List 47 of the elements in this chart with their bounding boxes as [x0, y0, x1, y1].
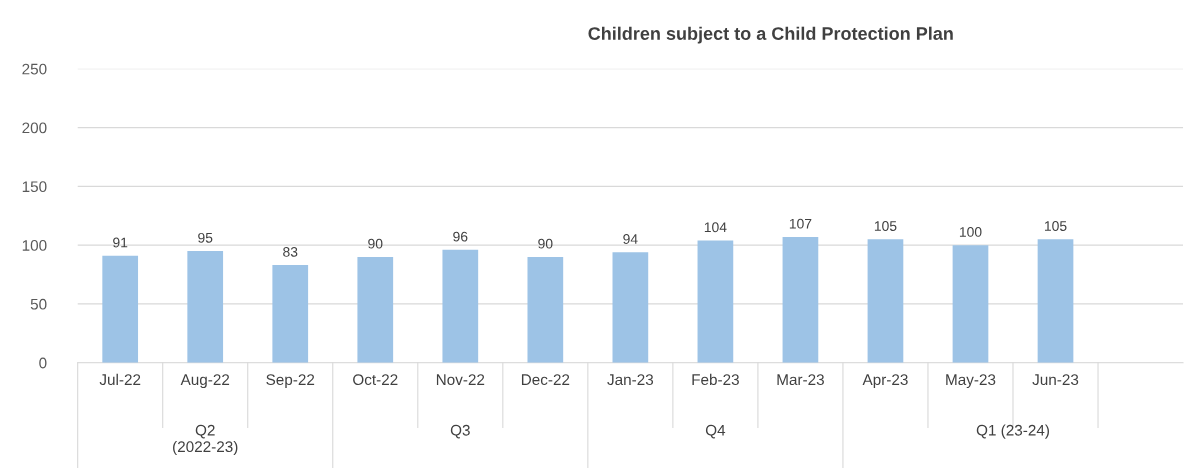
x-tick-label: Aug-22	[180, 374, 230, 389]
text: Q2 (2022-23)	[173, 424, 238, 456]
data-label: 90	[368, 238, 383, 249]
x-tick-label: Jan-23	[607, 374, 654, 386]
data-label: 105	[1044, 221, 1067, 231]
bar	[187, 251, 224, 363]
bar	[697, 240, 734, 363]
x-tick-label: Apr-23	[862, 374, 908, 389]
bar	[1037, 239, 1074, 363]
data-label: 91	[113, 237, 128, 248]
data-label: 104	[704, 222, 727, 233]
x-tick-label: Dec-22	[521, 374, 570, 386]
bar	[442, 249, 479, 363]
x-tick-label: Nov-22	[436, 374, 485, 386]
bar	[272, 265, 309, 363]
text: Q3	[450, 424, 470, 439]
x-tick-label: Feb-23	[692, 373, 739, 386]
bar	[527, 256, 564, 363]
y-tick-label: 200	[22, 122, 47, 134]
data-label: 105	[874, 221, 897, 231]
data-label: 96	[453, 231, 468, 242]
x-tick-label: May-23	[946, 374, 996, 389]
chart-title: Children subject to a Child Protection Plan	[588, 26, 953, 44]
x-tick-label: Jul-22	[99, 373, 141, 386]
bar	[612, 252, 649, 363]
text: Q1 (23-24)	[976, 424, 1049, 439]
bar	[357, 256, 394, 363]
bar	[782, 236, 819, 363]
data-label: 83	[283, 246, 298, 257]
data-label: 90	[538, 238, 553, 249]
x-tick-label: Mar-23	[777, 374, 824, 386]
text: Q4	[705, 424, 726, 439]
x-tick-label: Sep-22	[266, 374, 315, 389]
x-tick-label: Jun-23	[1032, 374, 1079, 386]
y-tick-label: 150	[22, 181, 47, 193]
data-label: 100	[959, 227, 982, 237]
y-tick-label: 50	[30, 298, 47, 310]
data-label: 107	[789, 218, 812, 229]
x-tick-label: Oct-22	[353, 374, 398, 386]
bar	[952, 245, 989, 363]
data-label: 95	[198, 232, 213, 243]
bar	[102, 255, 139, 363]
bar	[867, 239, 904, 363]
y-tick-label: 100	[22, 240, 47, 251]
data-label: 94	[623, 234, 638, 244]
y-tick-label: 250	[22, 63, 47, 75]
y-tick-label: 0	[39, 357, 47, 369]
